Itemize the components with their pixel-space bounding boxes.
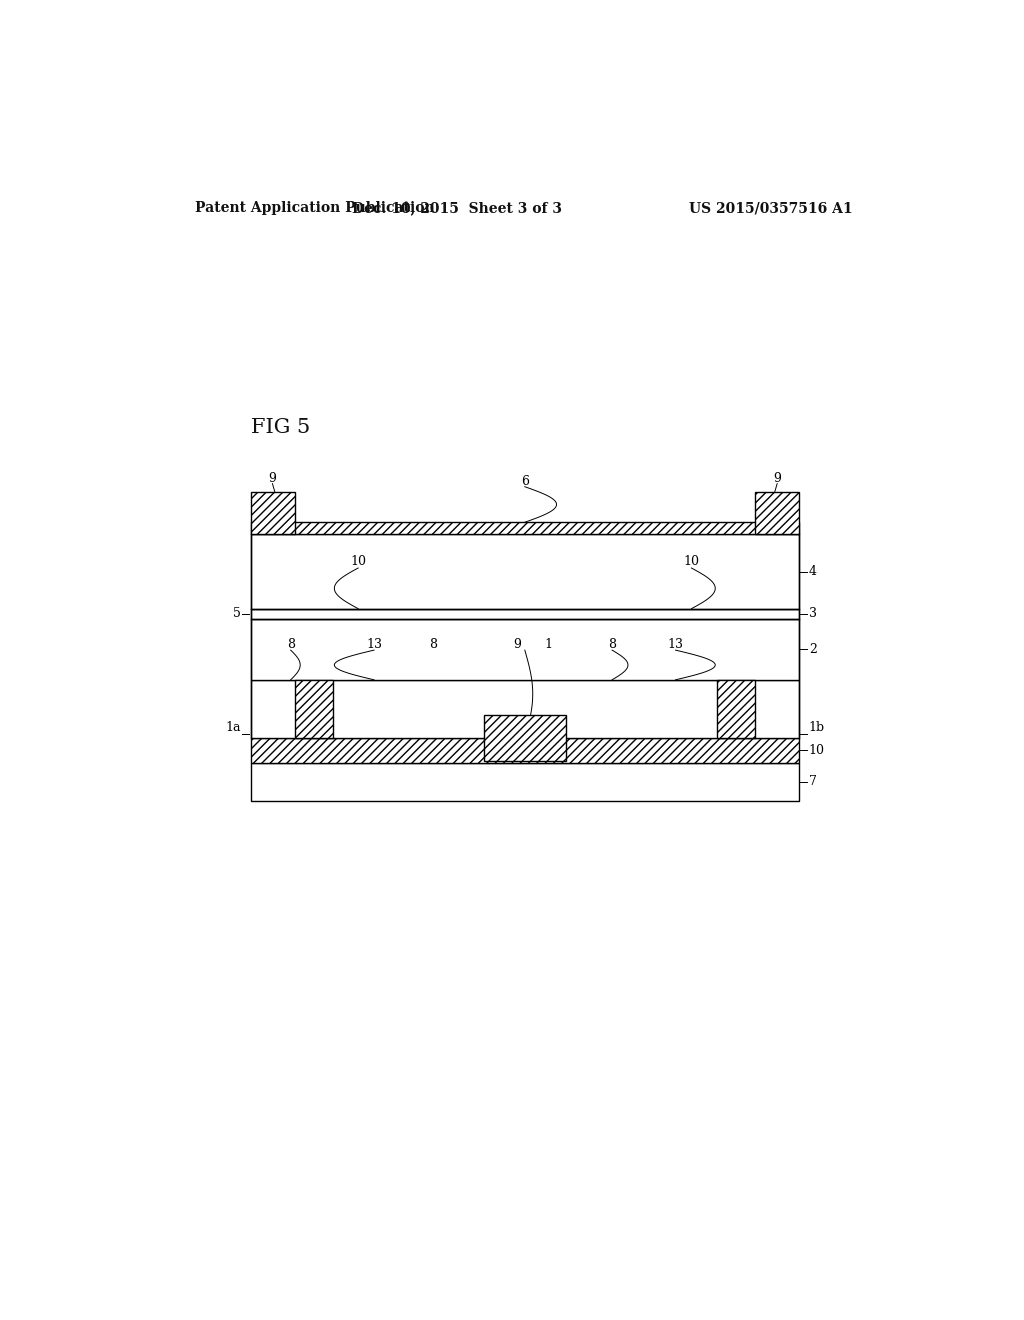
Text: 5: 5 [232, 607, 241, 620]
Text: 1a: 1a [225, 721, 241, 734]
Bar [483, 715, 566, 760]
Text: 1b: 1b [809, 721, 825, 734]
Text: 13: 13 [366, 638, 382, 651]
Bar [251, 535, 799, 609]
Text: 10: 10 [683, 556, 699, 569]
Text: 10: 10 [350, 556, 367, 569]
Text: 10: 10 [809, 744, 825, 756]
Text: 4: 4 [809, 565, 817, 578]
Bar [251, 619, 799, 680]
Text: 8: 8 [608, 638, 616, 651]
Bar [251, 523, 799, 535]
Text: 9: 9 [513, 638, 521, 651]
Bar [251, 763, 799, 801]
Text: 8: 8 [429, 638, 437, 651]
Text: 8: 8 [287, 638, 295, 651]
Text: Patent Application Publication: Patent Application Publication [196, 201, 435, 215]
Text: Dec. 10, 2015  Sheet 3 of 3: Dec. 10, 2015 Sheet 3 of 3 [352, 201, 562, 215]
Text: 9: 9 [773, 473, 781, 484]
Bar [251, 738, 799, 763]
Text: 1: 1 [545, 638, 553, 651]
Bar [251, 609, 799, 619]
Text: 7: 7 [809, 775, 817, 788]
Text: 13: 13 [668, 638, 684, 651]
Bar [717, 680, 755, 738]
Text: US 2015/0357516 A1: US 2015/0357516 A1 [689, 201, 853, 215]
Bar [755, 492, 799, 535]
Bar [295, 680, 333, 738]
Text: 3: 3 [809, 607, 817, 620]
Text: 6: 6 [521, 475, 528, 488]
Text: FIG 5: FIG 5 [251, 418, 310, 437]
Bar [251, 492, 295, 535]
Bar [251, 680, 799, 738]
Text: 2: 2 [809, 643, 817, 656]
Text: 9: 9 [268, 473, 276, 484]
